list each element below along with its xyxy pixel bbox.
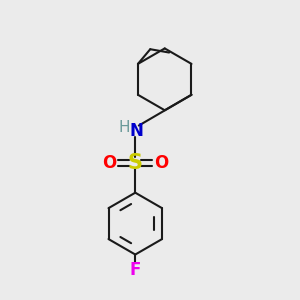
- Text: F: F: [130, 261, 141, 279]
- Text: H: H: [118, 120, 130, 135]
- Text: S: S: [128, 153, 143, 173]
- Text: O: O: [154, 154, 168, 172]
- Text: O: O: [102, 154, 116, 172]
- Text: N: N: [130, 122, 144, 140]
